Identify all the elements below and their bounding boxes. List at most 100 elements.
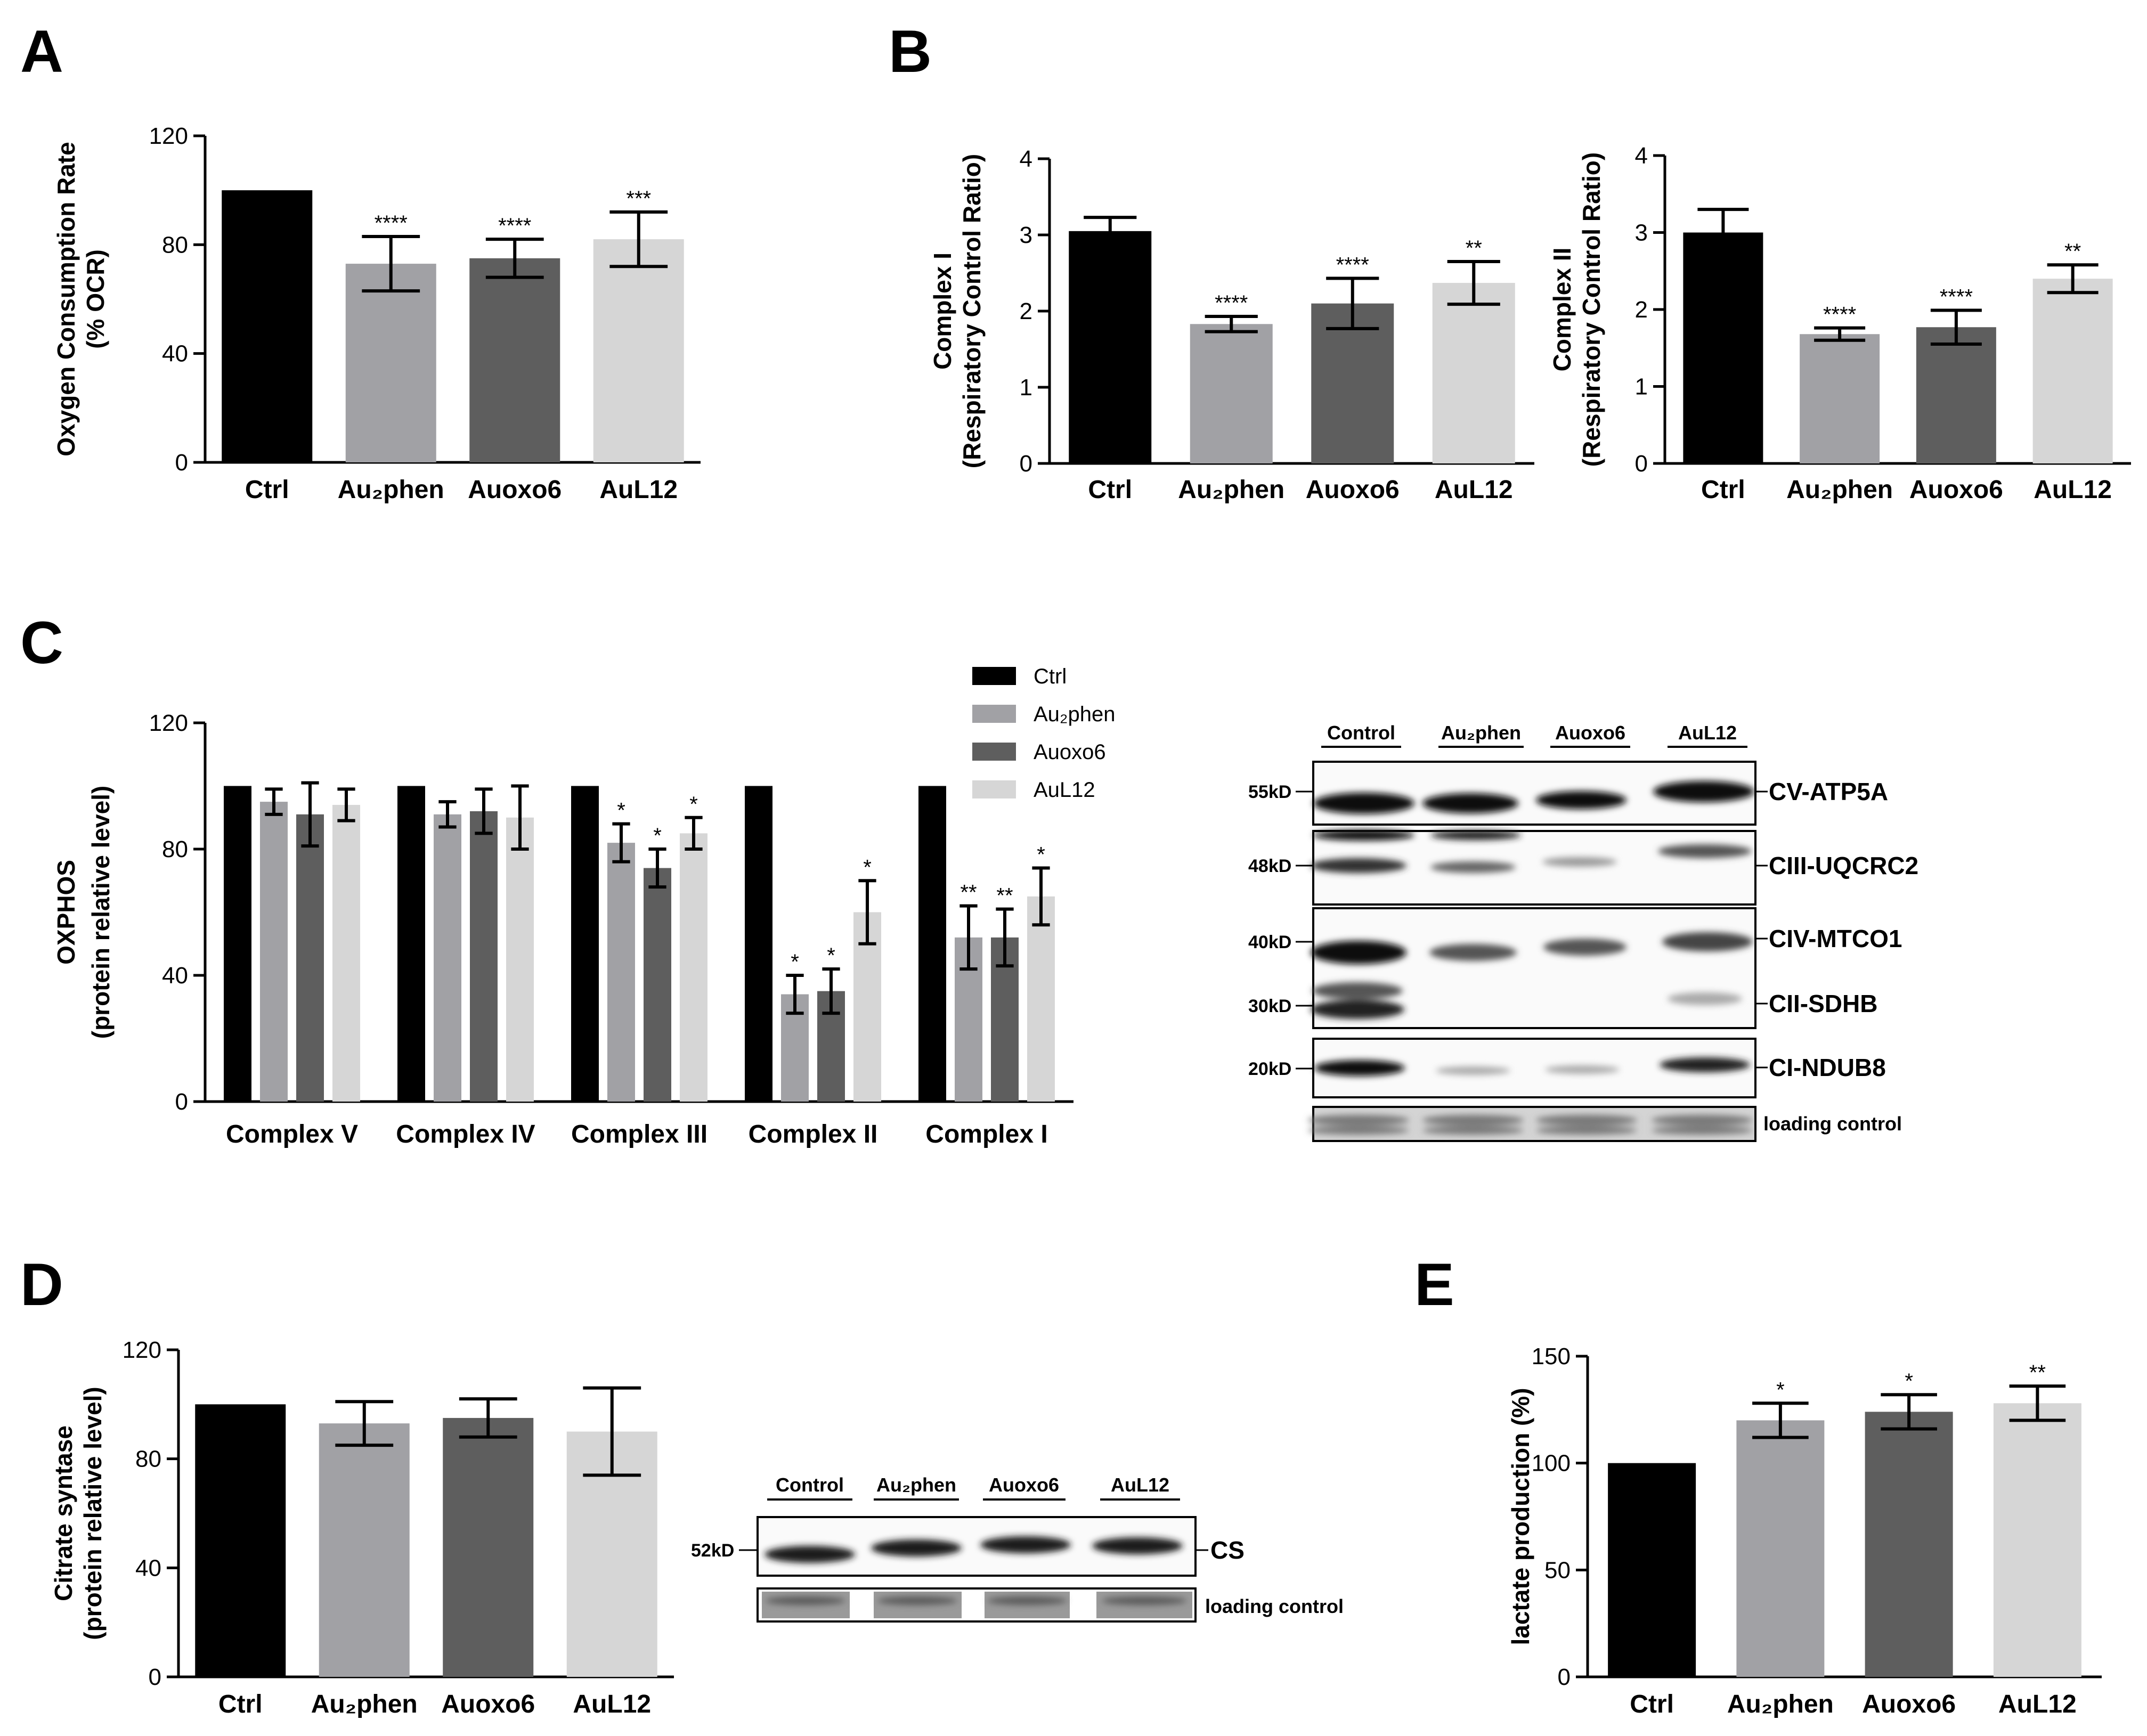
chart-c-complex-ii-au2phen-significance: * xyxy=(791,950,799,974)
chart-b1-y-tick-label: 4 xyxy=(1020,146,1032,172)
blot-c-kd-40: 40kD xyxy=(1248,932,1291,952)
chart-c-x-label-complex-iv: Complex IV xyxy=(396,1120,535,1148)
blot-c-kd-20: 20kD xyxy=(1248,1059,1291,1079)
legend-label-ctrl: Ctrl xyxy=(1034,665,1067,688)
chart-d-citrate-synthase: 0 40 80 120 Citrate syntase (protein relative… xyxy=(50,1337,674,1718)
chart-e-auoxo6-significance: * xyxy=(1905,1370,1913,1393)
legend-swatch-ctrl xyxy=(972,667,1016,685)
chart-b2-au2phen-significance: **** xyxy=(1823,303,1856,327)
chart-b2-y-tick-label: 4 xyxy=(1635,143,1648,169)
chart-e-x-label-auoxo6: Auoxo6 xyxy=(1862,1690,1956,1718)
chart-c-y-tick-label: 120 xyxy=(149,710,188,736)
chart-d-x-label-aul12: AuL12 xyxy=(573,1690,651,1718)
legend-label-aul12: AuL12 xyxy=(1034,778,1095,802)
chart-d-y-title-line-1: Citrate syntase xyxy=(50,1425,77,1601)
blot-c-kd-48: 48kD xyxy=(1248,856,1291,876)
blot-c-lane-control: Control xyxy=(1327,722,1395,744)
chart-a-x-label-ctrl: Ctrl xyxy=(245,476,289,504)
blot-c-label-cv-atp5a: CV-ATP5A xyxy=(1769,778,1888,805)
chart-e-lactate: 0 50 100 150 lactate production (%) Ctrl * Au₂p… xyxy=(1507,1343,2102,1718)
blot-d-lane-control: Control xyxy=(776,1474,844,1496)
chart-b2-y-title-line-1: Complex II xyxy=(1548,248,1576,372)
chart-b1-ctrl-bar xyxy=(1069,231,1152,463)
panel-label-d: D xyxy=(20,1251,63,1318)
chart-a-aul12-significance: *** xyxy=(626,187,651,210)
chart-c-complex-i-aul12-bar xyxy=(1027,896,1055,1102)
chart-c-x-label-complex-v: Complex V xyxy=(226,1120,358,1148)
panel-label-e: E xyxy=(1414,1251,1454,1318)
chart-c-x-label-complex-ii: Complex II xyxy=(749,1120,878,1148)
chart-b2-y-tick-label: 0 xyxy=(1635,451,1648,477)
chart-b2-x-label-auoxo6: Auoxo6 xyxy=(1909,476,2003,504)
chart-e-x-label-ctrl: Ctrl xyxy=(1630,1690,1674,1718)
chart-e-aul12-significance: ** xyxy=(2029,1361,2046,1384)
chart-e-y-tick-label: 50 xyxy=(1544,1557,1571,1583)
chart-a-x-label-auoxo6: Auoxo6 xyxy=(468,476,562,504)
chart-a-auoxo6-bar xyxy=(469,258,560,462)
panel-label-b: B xyxy=(889,18,932,85)
chart-c-x-label-complex-iii: Complex III xyxy=(571,1120,707,1148)
chart-b2-auoxo6-significance: **** xyxy=(1940,285,1973,308)
chart-c-oxphos: 0 40 80 120 OXPHOS (protein relative level) Co… xyxy=(52,710,1074,1148)
chart-b1-aul12-bar xyxy=(1432,283,1515,463)
chart-e-auoxo6-bar xyxy=(1865,1412,1953,1677)
chart-e-y-tick-label: 100 xyxy=(1532,1450,1571,1477)
chart-b2-ctrl-bar xyxy=(1683,232,1763,463)
blot-c-lane-auoxo6: Auoxo6 xyxy=(1555,722,1625,744)
chart-d-y-tick-label: 40 xyxy=(135,1555,161,1581)
legend-swatch-auoxo6 xyxy=(972,743,1016,761)
chart-a-ocr: 0 40 80 120 Oxygen Consumption Rate (% OCR) Ct… xyxy=(52,123,701,504)
chart-c-complex-ii-aul12-significance: * xyxy=(863,855,872,879)
blot-c-label-civ-mtco1: CIV-MTCO1 xyxy=(1769,925,1902,952)
blot-c-lane-aul12: AuL12 xyxy=(1678,722,1737,744)
panel-label-a: A xyxy=(20,18,63,85)
chart-a-y-title-line-1: Oxygen Consumption Rate xyxy=(52,142,80,456)
chart-c-complex-iii-auoxo6-bar xyxy=(644,868,671,1102)
chart-b2-au2phen-bar xyxy=(1800,334,1880,463)
chart-a-au2phen-significance: **** xyxy=(375,211,408,235)
chart-c-y-title-line-2: (protein relative level) xyxy=(87,786,115,1039)
chart-c-y-tick-label: 80 xyxy=(162,836,188,862)
panel-label-c: C xyxy=(20,609,63,676)
chart-a-aul12-bar xyxy=(593,239,684,462)
blot-c-kd-30: 30kD xyxy=(1248,996,1291,1016)
chart-c-complex-iii-au2phen-bar xyxy=(607,843,635,1102)
chart-c-complex-ii-auoxo6-significance: * xyxy=(827,944,835,967)
chart-c-complex-iv-ctrl-bar xyxy=(397,786,425,1102)
blot-d-loading-control: loading control xyxy=(1205,1595,1344,1617)
chart-d-y-tick-label: 120 xyxy=(123,1337,161,1363)
chart-d-ctrl-bar xyxy=(195,1404,286,1677)
chart-d-x-label-ctrl: Ctrl xyxy=(218,1690,263,1718)
chart-d-au2phen-bar xyxy=(319,1423,410,1677)
chart-b1-y-tick-label: 2 xyxy=(1020,298,1032,324)
chart-b1-x-label-ctrl: Ctrl xyxy=(1088,476,1132,504)
chart-a-ctrl-bar xyxy=(222,190,313,462)
chart-c-complex-v-au2phen-bar xyxy=(260,802,288,1102)
chart-c-complex-iii-aul12-significance: * xyxy=(689,793,698,816)
chart-b1-y-title-line-2: (Respiratory Control Ratio) xyxy=(958,154,986,468)
chart-a-x-label-au2phen: Au₂phen xyxy=(338,476,444,504)
legend-c: Ctrl Au₂phen Auoxo6 AuL12 xyxy=(972,665,1115,802)
chart-d-y-tick-label: 0 xyxy=(149,1664,161,1690)
blot-c-kd-55: 55kD xyxy=(1248,782,1291,802)
blot-c-loading-control: loading control xyxy=(1763,1113,1902,1135)
chart-a-y-tick-label: 40 xyxy=(162,341,188,367)
chart-d-y-tick-label: 80 xyxy=(135,1446,161,1472)
chart-c-y-tick-label: 0 xyxy=(175,1089,188,1115)
chart-c-complex-ii-ctrl-bar xyxy=(745,786,772,1102)
blot-d-label-cs: CS xyxy=(1210,1536,1245,1564)
chart-a-auoxo6-significance: **** xyxy=(498,214,531,238)
chart-c-complex-i-au2phen-significance: ** xyxy=(960,881,977,904)
chart-c-y-tick-label: 40 xyxy=(162,963,188,989)
chart-b2-aul12-significance: ** xyxy=(2064,240,2081,263)
western-blot-d: Control Au₂phen Auoxo6 AuL12 xyxy=(691,1474,1344,1623)
chart-b1-x-label-aul12: AuL12 xyxy=(1435,476,1513,504)
chart-b1-aul12-significance: ** xyxy=(1466,237,1482,260)
chart-c-complex-i-aul12-significance: * xyxy=(1037,843,1045,867)
chart-c-complex-iv-au2phen-bar xyxy=(434,814,461,1102)
chart-c-complex-v-aul12-bar xyxy=(332,805,360,1102)
chart-b2-y-tick-label: 1 xyxy=(1635,374,1648,400)
legend-swatch-au2phen xyxy=(972,705,1016,723)
chart-c-complex-i-auoxo6-significance: ** xyxy=(996,884,1013,908)
